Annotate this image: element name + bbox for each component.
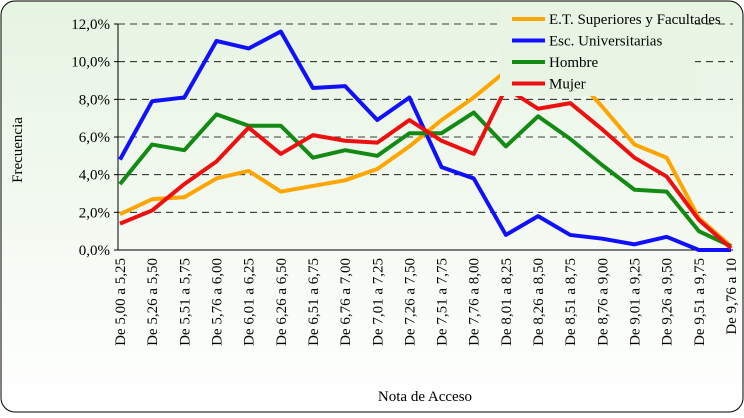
y-tick-label: 2,0% [79, 205, 110, 221]
x-tick-label: De 8,76 a 9,00 [595, 258, 611, 346]
y-axis-title: Frecuencia [10, 117, 26, 183]
x-tick-label: De 6,26 a 6,50 [274, 258, 290, 346]
x-tick-label: De 7,26 a 7,50 [402, 258, 418, 346]
y-tick-label: 10,0% [71, 55, 110, 71]
legend-label: E.T. Superiores y Facultades [549, 12, 721, 28]
x-tick-label: De 8,51 a 8,75 [563, 258, 579, 346]
x-axis-title: Nota de Acceso [378, 389, 472, 405]
series-line [119, 86, 733, 250]
x-tick-label: De 6,01 a 6,25 [242, 258, 258, 346]
x-tick-label: De 6,76 a 7,00 [338, 258, 354, 346]
x-tick-label: De 7,76 a 8,00 [467, 258, 483, 346]
x-tick-label: De 9,26 a 9,50 [660, 258, 676, 346]
y-tick-label: 12,0% [71, 17, 110, 33]
x-tick-label: De 5,51 a 5,75 [177, 258, 193, 346]
y-tick-label: 0,0% [79, 243, 110, 259]
x-tick-label: De 9,51 a 9,75 [692, 258, 708, 346]
x-tick-label: De 6,51 a 6,75 [306, 258, 322, 346]
x-tick-label: De 8,01 a 8,25 [499, 258, 515, 346]
x-tick-label: De 5,00 a 5,25 [113, 258, 129, 346]
y-tick-label: 6,0% [79, 130, 110, 146]
y-tick-label: 4,0% [79, 168, 110, 184]
x-tick-label: De 9,01 a 9,25 [628, 258, 644, 346]
x-tick-label: De 5,76 a 6,00 [209, 258, 225, 346]
x-tick-label: De 5,26 a 5,50 [145, 258, 161, 346]
x-tick-label: De 8,26 a 8,50 [531, 258, 547, 346]
x-tick-label: De 9,76 a 10 [724, 258, 740, 335]
x-tick-label: De 7,01 a 7,25 [370, 258, 386, 346]
legend-label: Hombre [549, 55, 598, 71]
legend-label: Mujer [549, 77, 586, 93]
x-tick-label: De 7,51 a 7,75 [435, 258, 451, 346]
series-line [118, 110, 732, 249]
legend-label: Esc. Universitarias [549, 34, 662, 50]
y-tick-label: 8,0% [79, 92, 110, 108]
